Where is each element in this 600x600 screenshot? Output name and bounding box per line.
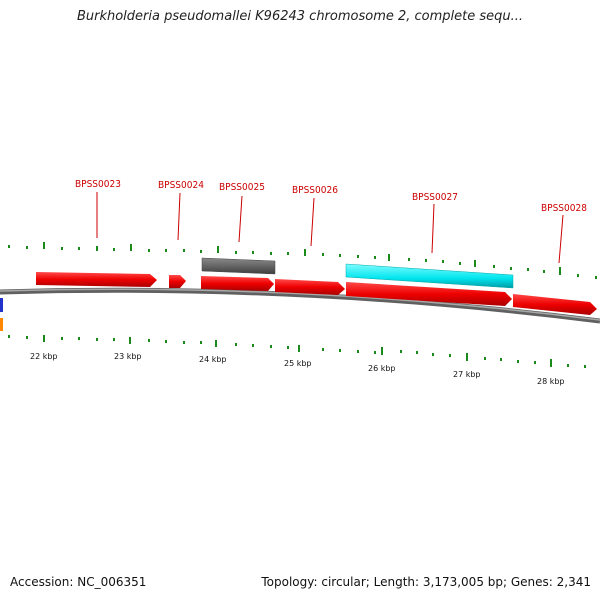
gene-label-bpss0023[interactable]: BPSS0023 xyxy=(75,179,121,190)
scale-label-28kbp: 28 kbp xyxy=(537,377,565,386)
gene-arrow-bpss0026[interactable] xyxy=(275,279,345,295)
gene-labels: BPSS0023 BPSS0024 BPSS0025 BPSS0026 BPSS… xyxy=(75,179,587,214)
upper-tick-track xyxy=(8,242,597,279)
scale-labels: 22 kbp 23 kbp 24 kbp 25 kbp 26 kbp 27 kb… xyxy=(30,352,565,386)
accession-text: Accession: NC_006351 xyxy=(10,575,147,589)
gene-leader-lines xyxy=(96,192,564,264)
gene-label-bpss0028[interactable]: BPSS0028 xyxy=(541,203,587,214)
genome-stats-text: Topology: circular; Length: 3,173,005 bp… xyxy=(261,575,591,589)
chromosome-backbone-highlight xyxy=(0,288,600,321)
gene-arrow-bpss0024[interactable] xyxy=(169,275,186,288)
edge-marker-blue xyxy=(0,298,3,312)
gene-label-bpss0025[interactable]: BPSS0025 xyxy=(219,182,265,193)
edge-marker-orange xyxy=(0,318,3,331)
scale-label-26kbp: 26 kbp xyxy=(368,364,396,373)
scale-label-22kbp: 22 kbp xyxy=(30,352,58,361)
gene-arrow-bpss0025[interactable] xyxy=(201,276,274,291)
forward-genes xyxy=(36,272,597,315)
feature-block-gray[interactable] xyxy=(201,257,276,275)
scale-label-24kbp: 24 kbp xyxy=(199,355,227,364)
gene-label-bpss0027[interactable]: BPSS0027 xyxy=(412,192,458,203)
gene-arrow-bpss0028[interactable] xyxy=(513,294,597,315)
lower-tick-track xyxy=(8,335,586,368)
gene-arrow-bpss0023[interactable] xyxy=(36,272,157,287)
map-title: Burkholderia pseudomallei K96243 chromos… xyxy=(76,9,524,24)
scale-label-25kbp: 25 kbp xyxy=(284,359,312,368)
feature-block-cyan[interactable] xyxy=(345,263,514,289)
chromosome-backbone xyxy=(0,287,600,324)
scale-label-23kbp: 23 kbp xyxy=(114,352,142,361)
gene-label-bpss0024[interactable]: BPSS0024 xyxy=(158,180,204,191)
gene-arrow-bpss0027[interactable] xyxy=(346,282,512,306)
scale-label-27kbp: 27 kbp xyxy=(453,370,481,379)
gene-label-bpss0026[interactable]: BPSS0026 xyxy=(292,185,338,196)
